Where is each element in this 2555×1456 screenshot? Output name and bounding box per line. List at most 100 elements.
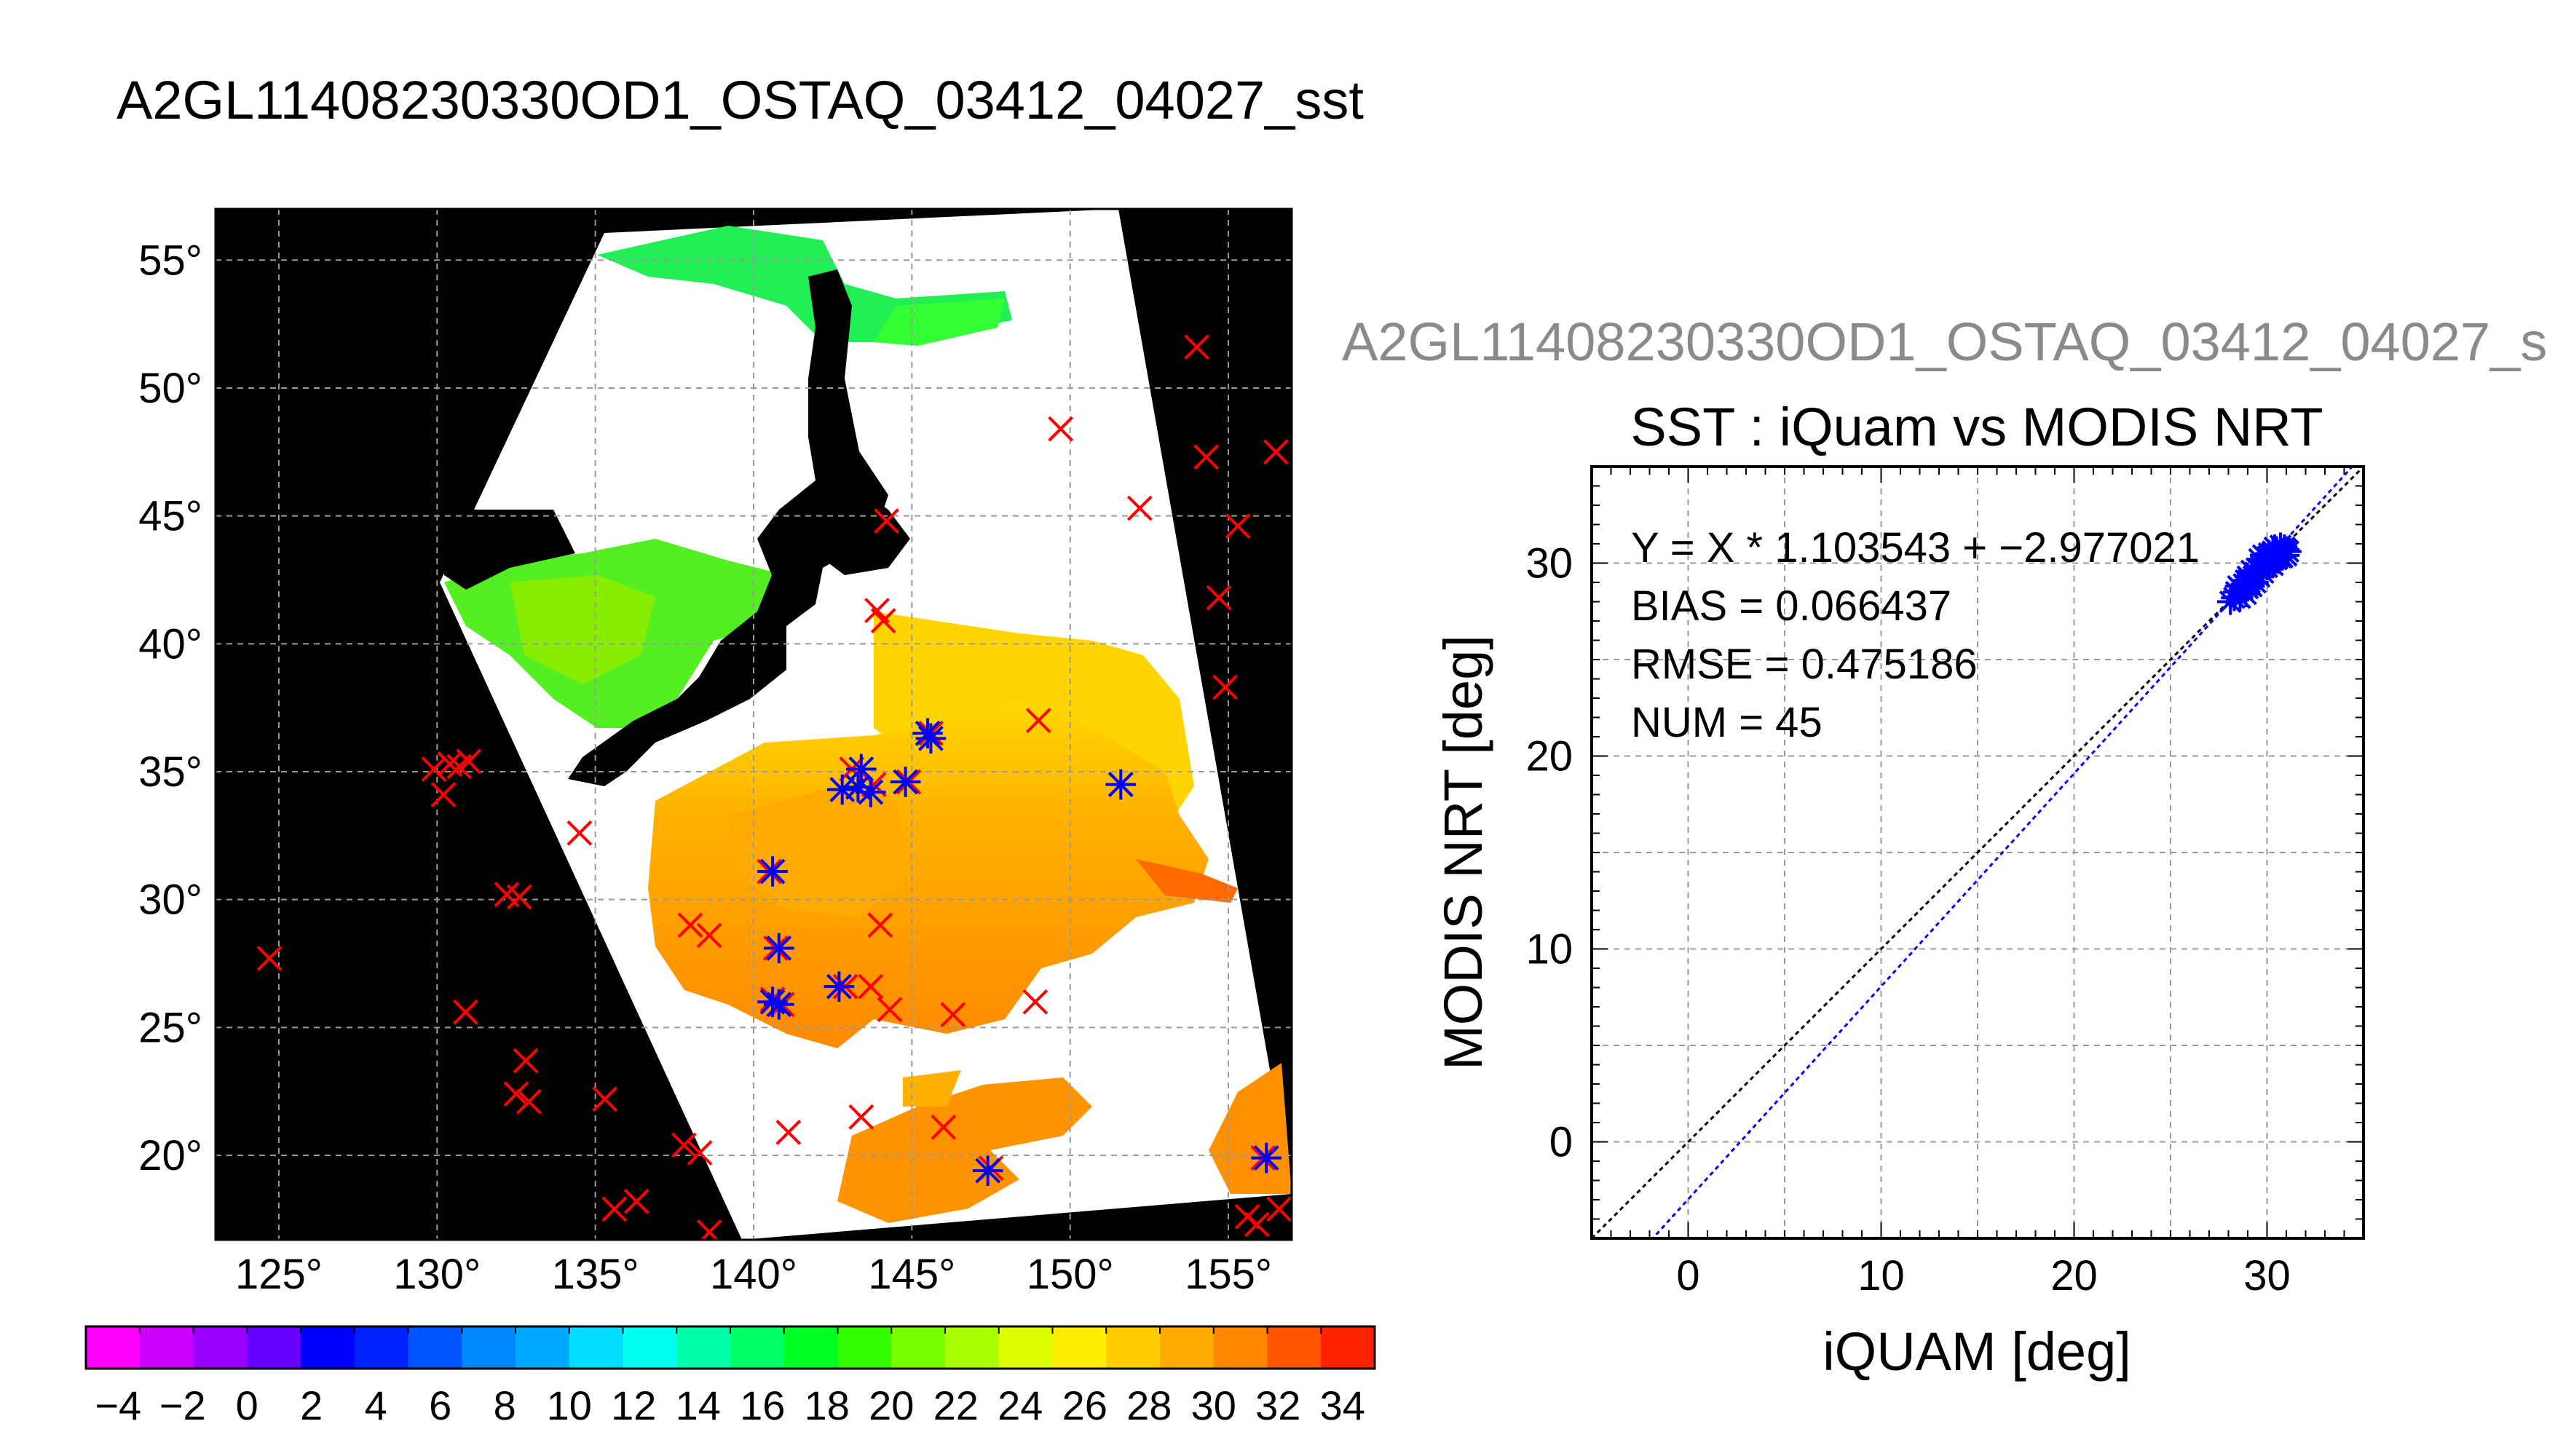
- map-modis-marker: [826, 774, 858, 805]
- colorbar-cell: [301, 1326, 355, 1369]
- scatter-x-axis-label: iQUAM [deg]: [1823, 1321, 2131, 1382]
- map-lat-tick-label: 30°: [138, 877, 202, 924]
- map-modis-markers: [757, 718, 1282, 1186]
- map-iquam-marker: [430, 782, 457, 808]
- map-frame: [214, 207, 1293, 1241]
- map-iquam-marker: [1266, 1196, 1292, 1222]
- map-lat-tick-label: 40°: [138, 620, 202, 668]
- map-iquam-marker: [1206, 585, 1232, 611]
- map-lon-tick-label: 125°: [235, 1251, 323, 1298]
- map-lat-tick-label: 50°: [138, 365, 202, 412]
- map-iquam-marker: [867, 912, 893, 938]
- map-modis-marker: [763, 989, 794, 1020]
- map-modis-marker: [763, 933, 794, 964]
- map-lat-labels: 20° 25° 30° 35° 40° 45° 50° 55°: [138, 237, 202, 1179]
- scatter-x-tick-labels: 0 10 20 30: [1676, 1252, 2290, 1299]
- map-modis-marker: [846, 753, 877, 785]
- colorbar-cell: [86, 1326, 141, 1369]
- map-iquam-marker: [677, 912, 703, 938]
- colorbar-tick-label: 34: [1320, 1382, 1365, 1428]
- colorbar-cell: [139, 1326, 194, 1369]
- map-iquam-marker: [1184, 334, 1210, 360]
- map-iquam-marker: [421, 756, 447, 782]
- sst-region-pacific-south: [648, 699, 1209, 1048]
- map-lat-tick-label: 25°: [138, 1004, 202, 1051]
- map-iquam-marker: [566, 820, 593, 846]
- map-lon-labels: 125° 130° 135° 140° 145° 150° 155°: [235, 1251, 1272, 1298]
- map-lat-tick-label: 35°: [138, 748, 202, 796]
- colorbar-tick-labels: −4 −2 0 2 4 6 8 10 12 14 16 18 20 22 24 26 28 30 32 34: [95, 1382, 1365, 1428]
- sst-region-south: [837, 1077, 1092, 1223]
- map-modis-marker: [1251, 1142, 1282, 1174]
- colorbar-cell: [1321, 1326, 1375, 1369]
- colorbar-tick-label: 26: [1062, 1382, 1107, 1428]
- colorbar-cell: [837, 1326, 892, 1369]
- colorbar-cell: [891, 1326, 946, 1369]
- sst-region-kuroshio: [1136, 859, 1238, 903]
- colorbar-cell: [676, 1326, 731, 1369]
- scatter-x-tick-label: 0: [1676, 1252, 1699, 1299]
- map-iquam-marker: [1212, 674, 1239, 700]
- colorbar-tick-label: 2: [300, 1382, 323, 1428]
- colorbar-cell: [783, 1326, 838, 1369]
- colorbar-tick-label: −4: [95, 1382, 141, 1428]
- scatter-minor-ticks: [1591, 466, 2364, 1239]
- colorbar-tick-label: −2: [159, 1382, 206, 1428]
- map-iquam-marker: [592, 1086, 618, 1112]
- map-iquam-marker: [516, 1088, 542, 1115]
- colorbar-cell: [247, 1326, 301, 1369]
- sst-region-japan-sea-2: [510, 575, 655, 684]
- scatter-x-tick-label: 30: [2243, 1252, 2291, 1299]
- scatter-y-axis-label: MODIS NRT [deg]: [1433, 635, 1493, 1070]
- map-iquam-marker: [513, 1048, 539, 1074]
- map-iquam-marker: [506, 884, 532, 910]
- map-modis-marker: [757, 856, 788, 887]
- sst-region-south-2: [903, 1070, 961, 1107]
- map-iquam-marker: [940, 1002, 966, 1028]
- colorbar-cell: [354, 1326, 408, 1369]
- colorbar-tick-label: 8: [494, 1382, 516, 1428]
- japan-landmass: [568, 269, 888, 786]
- map-modis-marker: [972, 1155, 1003, 1186]
- colorbar-tick-label: 30: [1191, 1382, 1236, 1428]
- map-iquam-marker: [1025, 708, 1051, 734]
- map-iquam-marker: [931, 1114, 957, 1140]
- colorbar-tick-label: 22: [933, 1382, 979, 1428]
- map-iquam-marker: [877, 997, 903, 1023]
- map-iquam-marker: [503, 1081, 529, 1107]
- map-lon-tick-label: 130°: [393, 1251, 481, 1298]
- scatter-point: [2232, 567, 2259, 594]
- colorbar-tick-label: 20: [869, 1382, 914, 1428]
- korea-landmass: [440, 510, 575, 590]
- colorbar-cell: [945, 1326, 1000, 1369]
- map-iquam-marker: [1126, 495, 1153, 521]
- colorbar-cell: [1160, 1326, 1215, 1369]
- map-iquam-marker: [874, 508, 899, 534]
- map-iquam-marker: [456, 748, 482, 775]
- map-modis-marker: [1105, 769, 1137, 800]
- colorbar-cell: [516, 1326, 570, 1369]
- map-iquam-marker: [687, 1140, 713, 1166]
- map-iquam-marker: [870, 608, 896, 634]
- colorbar-tick-label: 10: [547, 1382, 592, 1428]
- map-lat-tick-label: 20°: [138, 1132, 202, 1179]
- map-iquam-marker: [1193, 444, 1220, 470]
- scatter-annotation: NUM = 45: [1631, 699, 1823, 746]
- colorbar-cell: [998, 1326, 1053, 1369]
- scatter-y-tick-label: 30: [1525, 540, 1573, 587]
- colorbar-tick-label: 24: [998, 1382, 1043, 1428]
- map-lon-tick-label: 150°: [1027, 1251, 1114, 1298]
- map-lat-tick-label: 55°: [138, 237, 202, 284]
- map-iquam-marker: [671, 1132, 697, 1158]
- map-lon-tick-label: 145°: [868, 1251, 955, 1298]
- scatter-y-tick-label: 20: [1525, 733, 1573, 780]
- map-iquam-marker: [601, 1196, 628, 1222]
- colorbar-cell: [462, 1326, 516, 1369]
- map-iquam-marker: [848, 1104, 874, 1130]
- colorbar-cell: [1267, 1326, 1322, 1369]
- map-iquam-marker: [1225, 513, 1251, 539]
- map-modis-marker: [890, 767, 921, 797]
- scatter-point: [2261, 534, 2289, 561]
